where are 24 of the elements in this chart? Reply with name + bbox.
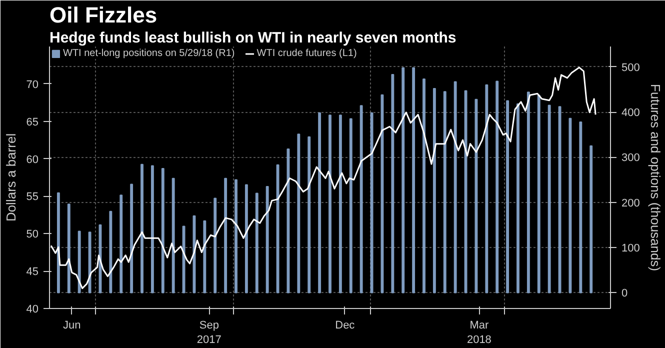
y2-axis-title: Futures and options (thousands) (648, 84, 663, 272)
y-tick-label: 55 (26, 191, 39, 204)
y-tick-label: 65 (26, 116, 39, 128)
chart-title: Oil Fizzles (50, 2, 158, 28)
x-tick-label: Dec (335, 320, 356, 332)
y2-tick-label: 500 (622, 62, 640, 74)
x-tick-label: Mar 2018 (466, 320, 492, 346)
y2-tick-label: 400 (622, 107, 640, 119)
y2-tick-label: 300 (622, 152, 640, 164)
y2-tick-label: 100 (622, 242, 640, 255)
legend-label: WTI net-long positions on 5/29/18 (R1) (63, 48, 235, 59)
line-series (50, 66, 596, 290)
y-tick-label: 60 (26, 154, 39, 166)
y2-tick-label: 200 (622, 197, 640, 210)
y-axis-title: Dollars a barrel (3, 133, 18, 222)
y2-tick-label: 0 (622, 288, 628, 300)
chart-subtitle: Hedge funds least bullish on WTI in nearly seven months (50, 30, 456, 46)
legend-label: WTI crude futures (L1) (256, 48, 357, 59)
y-tick-label: 70 (26, 78, 39, 91)
y-tick-label: 40 (26, 304, 39, 316)
x-tick-label: Sep 2017 (196, 320, 222, 346)
y-tick-label: 50 (26, 228, 39, 241)
y-tick-label: 45 (26, 266, 39, 278)
x-tick-label: Jun (63, 320, 81, 332)
